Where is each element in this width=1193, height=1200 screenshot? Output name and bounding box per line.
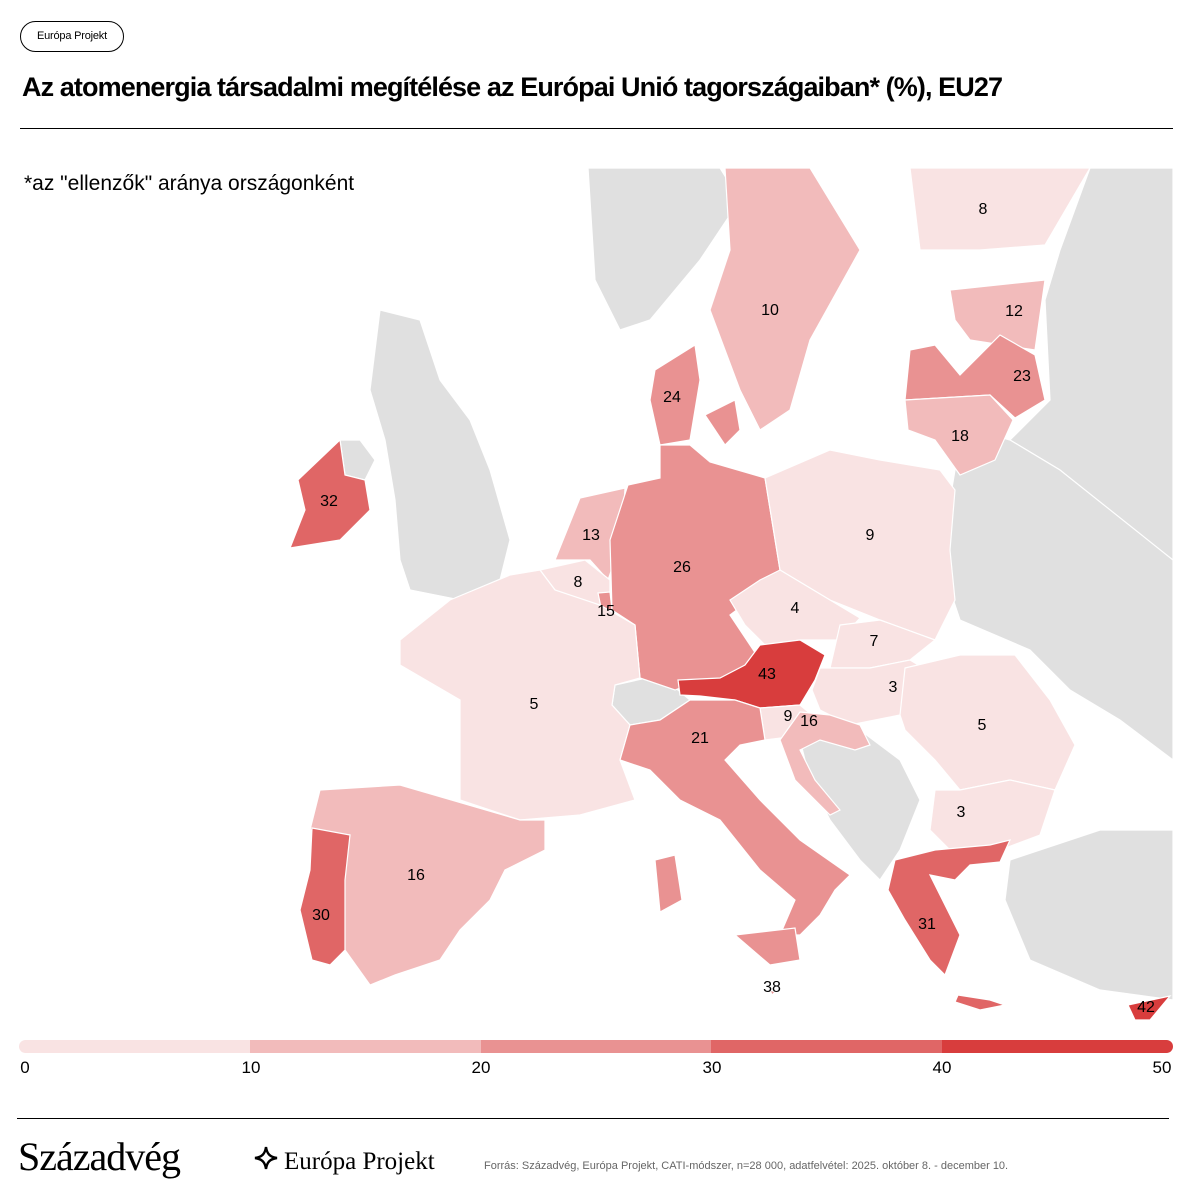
label-finland: 8 <box>978 201 988 218</box>
label-luxembourg: 15 <box>597 603 615 620</box>
color-legend <box>19 1040 1173 1053</box>
label-france: 5 <box>529 696 539 713</box>
divider-bottom <box>17 1118 1169 1119</box>
denmark <box>649 344 701 446</box>
romania <box>899 654 1076 791</box>
label-slovenia: 9 <box>783 708 793 725</box>
label-belgium: 8 <box>573 574 583 591</box>
label-romania: 5 <box>977 717 987 734</box>
italy <box>619 699 851 936</box>
label-croatia: 16 <box>800 713 818 730</box>
label-czechia: 4 <box>790 600 800 617</box>
legend-ticks: 0 10 20 30 40 50 <box>0 1058 1193 1078</box>
legend-bin-0-10 <box>19 1040 250 1053</box>
non-eu-regions <box>339 167 1174 1001</box>
tick-0: 0 <box>20 1058 30 1077</box>
label-lithuania: 18 <box>951 428 969 445</box>
label-sweden: 10 <box>761 302 779 319</box>
tick-20: 20 <box>471 1058 491 1077</box>
label-netherlands: 13 <box>582 527 600 544</box>
greece <box>887 839 1012 977</box>
sardinia <box>654 854 683 913</box>
label-estonia: 12 <box>1005 303 1023 320</box>
tick-30: 30 <box>702 1058 722 1077</box>
star-icon <box>254 1146 278 1177</box>
great-britain <box>369 309 511 601</box>
label-latvia: 23 <box>1013 368 1031 385</box>
label-ireland: 32 <box>320 493 338 510</box>
ireland <box>289 438 371 549</box>
tick-40: 40 <box>932 1058 952 1077</box>
divider <box>20 128 1173 129</box>
label-poland: 9 <box>865 527 875 544</box>
turkey <box>1004 829 1174 1001</box>
tick-10: 10 <box>241 1058 261 1077</box>
legend-bin-40-50 <box>942 1040 1173 1053</box>
lithuania <box>904 394 1014 476</box>
croatia <box>779 711 871 816</box>
europe-map: 8 10 12 23 18 24 32 13 8 15 26 9 4 7 43 … <box>0 165 1193 1035</box>
legend-bin-20-30 <box>480 1040 712 1053</box>
label-spain: 16 <box>407 867 425 884</box>
norway <box>587 167 741 331</box>
szazadveg-logo: Századvég <box>18 1134 181 1179</box>
portugal <box>299 827 351 966</box>
label-bulgaria: 3 <box>956 804 966 821</box>
label-greece: 31 <box>918 916 936 933</box>
bulgaria <box>929 779 1056 851</box>
label-germany: 26 <box>673 559 691 576</box>
sweden <box>709 167 861 431</box>
zealand <box>704 399 741 446</box>
tick-50: 50 <box>1152 1058 1172 1077</box>
label-denmark: 24 <box>663 389 681 406</box>
label-italy: 21 <box>691 730 709 747</box>
source-note: Forrás: Századvég, Európa Projekt, CATI-… <box>484 1160 1009 1172</box>
label-cyprus: 42 <box>1137 999 1155 1016</box>
tag-pill: Európa Projekt <box>20 21 124 52</box>
finland <box>909 167 1092 251</box>
malta <box>768 988 777 997</box>
legend-bin-10-20 <box>249 1040 481 1053</box>
label-hungary: 3 <box>888 679 898 696</box>
crete <box>954 994 1008 1011</box>
chart-subtitle: *az "ellenzők" aránya országonként <box>24 172 355 195</box>
label-portugal: 30 <box>312 907 330 924</box>
legend-bin-30-40 <box>711 1040 943 1053</box>
label-austria: 43 <box>758 666 776 683</box>
europa-projekt-logo: Európa Projekt <box>254 1146 435 1177</box>
sicily <box>733 927 801 966</box>
cyprus <box>1127 995 1172 1021</box>
label-malta: 38 <box>763 979 781 996</box>
label-slovakia: 7 <box>869 633 879 650</box>
chart-title: Az atomenergia társadalmi megítélése az … <box>22 72 1003 102</box>
